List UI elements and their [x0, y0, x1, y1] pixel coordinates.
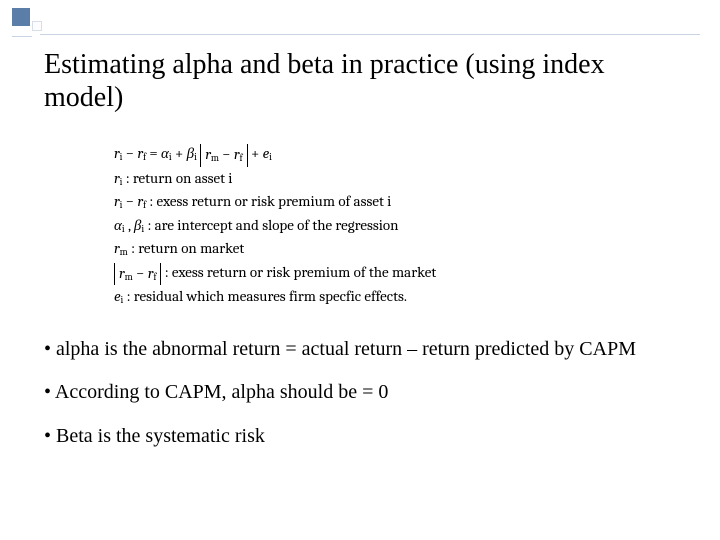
def-text: : are intercept and slope of the regress… — [144, 216, 398, 234]
minus: − — [133, 264, 148, 282]
sym-alpha: α — [161, 144, 169, 162]
sub-m: m — [211, 152, 219, 164]
def-excess-market: rm − rf : exess return or risk premium o… — [114, 261, 684, 286]
plus: + — [248, 144, 263, 162]
slide-title: Estimating alpha and beta in practice (u… — [44, 48, 684, 114]
def-text: : return on asset i — [122, 169, 232, 187]
sub: m — [125, 271, 133, 283]
def-text: : exess return or risk premium of the ma… — [161, 263, 436, 281]
comma: , — [125, 216, 134, 234]
minus: − — [122, 192, 137, 210]
sub: f — [153, 271, 156, 283]
sub: m — [120, 246, 128, 258]
outline-square — [32, 21, 42, 31]
def-excess-asset: ri − rf : exess return or risk premium o… — [114, 190, 684, 214]
accent-square — [12, 8, 30, 26]
bullet-alpha-abnormal: • alpha is the abnormal return = actual … — [44, 337, 684, 363]
def-residual: ei : residual which measures firm specfi… — [114, 285, 684, 309]
bullet-list: • alpha is the abnormal return = actual … — [44, 337, 684, 450]
def-rm: rm : return on market — [114, 237, 684, 261]
bracket-market-premium: rm − rf — [200, 144, 247, 167]
slide-content: Estimating alpha and beta in practice (u… — [44, 48, 684, 516]
sub-e: i — [269, 151, 272, 163]
plus: + — [172, 144, 187, 162]
def-ri: ri : return on asset i — [114, 167, 684, 191]
corner-decoration — [12, 8, 56, 44]
minus: − — [122, 144, 137, 162]
bullet-alpha-zero: • According to CAPM, alpha should be = 0 — [44, 380, 684, 406]
def-text: : exess return or risk premium of asset … — [146, 192, 391, 210]
sym-alpha: α — [114, 216, 122, 234]
math-definitions: ri − rf = αi + βi rm − rf + ei ri : retu… — [114, 142, 684, 309]
equals: = — [146, 144, 161, 162]
def-alpha-beta: αi , βi : are intercept and slope of the… — [114, 214, 684, 238]
sym-beta: β — [187, 144, 194, 162]
sub-f: f — [240, 152, 243, 164]
top-divider — [40, 34, 700, 35]
short-rule — [12, 36, 32, 37]
regression-equation: ri − rf = αi + βi rm − rf + ei — [114, 142, 684, 167]
bracket-market-premium: rm − rf — [114, 263, 161, 286]
bullet-beta-systematic: • Beta is the systematic risk — [44, 424, 684, 450]
def-text: : return on market — [128, 239, 245, 257]
def-text: : residual which measures firm specfic e… — [123, 287, 407, 305]
sub-beta: i — [194, 151, 197, 163]
minus: − — [219, 145, 234, 163]
